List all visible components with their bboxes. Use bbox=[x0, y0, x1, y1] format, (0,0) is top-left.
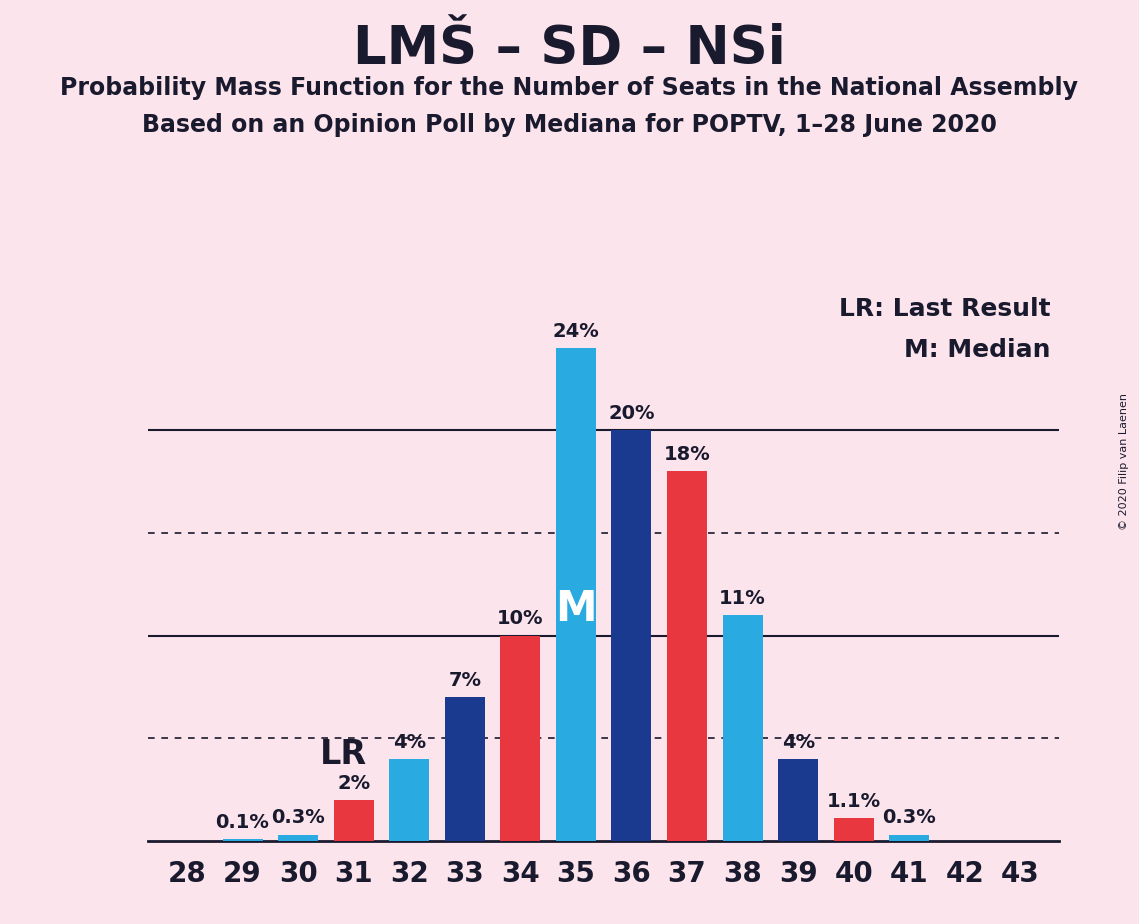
Text: 24%: 24% bbox=[552, 322, 599, 341]
Text: 10%: 10% bbox=[497, 609, 543, 628]
Bar bbox=[500, 636, 540, 841]
Text: Based on an Opinion Poll by Mediana for POPTV, 1–28 June 2020: Based on an Opinion Poll by Mediana for … bbox=[142, 113, 997, 137]
Bar bbox=[834, 819, 874, 841]
Bar bbox=[390, 759, 429, 841]
Text: LR: Last Result: LR: Last Result bbox=[839, 297, 1051, 321]
Bar bbox=[778, 759, 818, 841]
Text: LMŠ – SD – NSi: LMŠ – SD – NSi bbox=[353, 23, 786, 75]
Text: 11%: 11% bbox=[719, 589, 765, 608]
Bar bbox=[334, 800, 374, 841]
Text: 1.1%: 1.1% bbox=[827, 792, 880, 811]
Bar bbox=[890, 834, 929, 841]
Text: 20%: 20% bbox=[608, 404, 655, 423]
Text: LR: LR bbox=[320, 738, 367, 771]
Text: © 2020 Filip van Laenen: © 2020 Filip van Laenen bbox=[1120, 394, 1129, 530]
Text: 0.3%: 0.3% bbox=[271, 808, 325, 828]
Text: 4%: 4% bbox=[781, 733, 814, 751]
Bar bbox=[667, 471, 707, 841]
Text: 2%: 2% bbox=[337, 773, 370, 793]
Text: Probability Mass Function for the Number of Seats in the National Assembly: Probability Mass Function for the Number… bbox=[60, 76, 1079, 100]
Bar bbox=[222, 839, 262, 841]
Text: 7%: 7% bbox=[449, 671, 482, 690]
Text: 0.3%: 0.3% bbox=[883, 808, 936, 828]
Text: M: M bbox=[555, 589, 597, 630]
Text: 4%: 4% bbox=[393, 733, 426, 751]
Bar bbox=[556, 348, 596, 841]
Bar bbox=[444, 697, 485, 841]
Bar bbox=[722, 615, 763, 841]
Text: 18%: 18% bbox=[664, 445, 711, 464]
Text: 0.1%: 0.1% bbox=[215, 812, 270, 832]
Text: M: Median: M: Median bbox=[904, 338, 1051, 362]
Bar bbox=[278, 834, 318, 841]
Bar bbox=[612, 431, 652, 841]
